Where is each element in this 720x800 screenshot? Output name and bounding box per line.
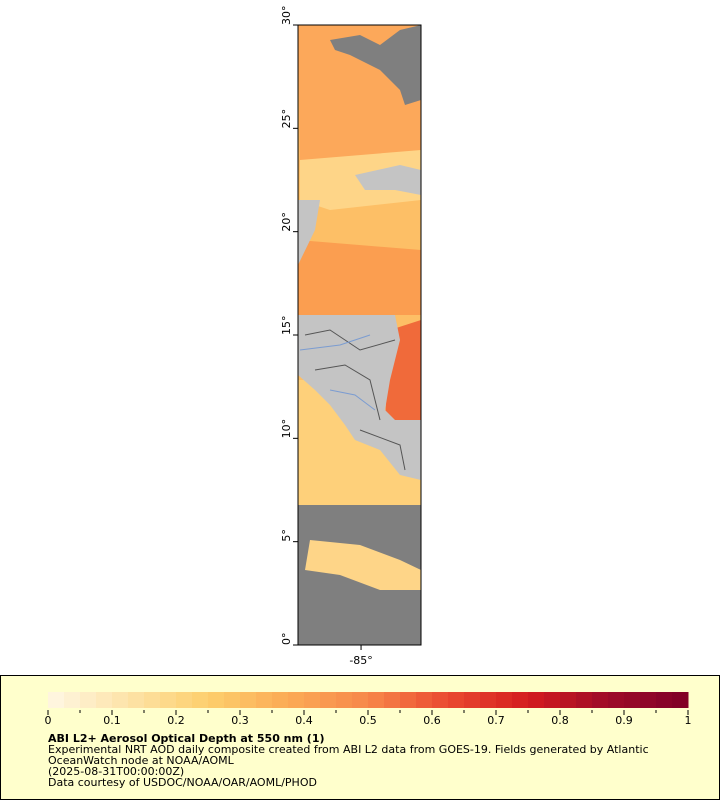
land xyxy=(298,315,421,480)
color-swatch xyxy=(624,692,641,708)
aod-field xyxy=(305,540,421,590)
color-swatch xyxy=(240,692,257,708)
color-swatch xyxy=(560,692,577,708)
map-image xyxy=(297,24,422,646)
color-swatch xyxy=(544,692,561,708)
colorbar-tick-label: 0.1 xyxy=(103,714,121,727)
color-swatch xyxy=(80,692,97,708)
borders xyxy=(304,329,406,471)
color-swatch xyxy=(528,692,545,708)
y-tick-label: 10° xyxy=(280,419,293,439)
color-swatch xyxy=(512,692,529,708)
colorbar-tick-label: 0.8 xyxy=(551,714,569,727)
color-swatch xyxy=(144,692,161,708)
color-swatch xyxy=(592,692,609,708)
colorbar-tick-label: 1 xyxy=(685,714,692,727)
color-swatch xyxy=(64,692,81,708)
colorbar-tick-label: 0.5 xyxy=(359,714,377,727)
color-swatch xyxy=(352,692,369,708)
rivers xyxy=(299,334,376,411)
color-swatch xyxy=(48,692,65,708)
color-swatch xyxy=(128,692,145,708)
color-swatch xyxy=(464,692,481,708)
legend-line: Experimental NRT AOD daily composite cre… xyxy=(48,743,649,756)
legend-line: OceanWatch node at NOAA/AOML xyxy=(48,754,235,767)
colorbar: 0 0.1 0.2 0.3 0.4 0.5 0.6 0.7 0.8 0.9 1 xyxy=(45,692,692,727)
y-tick-label: 30° xyxy=(280,6,293,26)
color-swatch xyxy=(656,692,673,708)
y-tick-label: 5° xyxy=(280,529,293,542)
color-swatch xyxy=(288,692,305,708)
colorbar-tick-label: 0.4 xyxy=(295,714,313,727)
color-swatch xyxy=(224,692,241,708)
color-swatch xyxy=(480,692,497,708)
color-swatch xyxy=(448,692,465,708)
color-swatch xyxy=(368,692,385,708)
colorbar-tick-label: 0.3 xyxy=(231,714,249,727)
land-nodata xyxy=(330,25,421,105)
color-swatch xyxy=(208,692,225,708)
color-swatch xyxy=(640,692,657,708)
color-swatch xyxy=(272,692,289,708)
y-tick-label: 0° xyxy=(280,633,293,646)
color-swatch xyxy=(256,692,273,708)
legend-line: (2025-08-31T00:00:00Z) xyxy=(48,765,184,778)
y-tick-label: 15° xyxy=(280,316,293,336)
color-swatch xyxy=(320,692,337,708)
legend-line: Data courtesy of USDOC/NOAA/OAR/AOML/PHO… xyxy=(48,776,317,789)
color-swatch xyxy=(672,692,689,708)
colorbar-tick-label: 0.7 xyxy=(487,714,505,727)
colorbar-tick-label: 0.6 xyxy=(423,714,441,727)
color-swatch xyxy=(416,692,433,708)
color-swatch xyxy=(608,692,625,708)
aod-field xyxy=(298,240,421,315)
color-swatch xyxy=(400,692,417,708)
color-swatch xyxy=(176,692,193,708)
land xyxy=(298,200,320,265)
color-swatch xyxy=(96,692,113,708)
legend-title: ABI L2+ Aerosol Optical Depth at 550 nm … xyxy=(48,732,325,745)
colorbar-tick-label: 0.9 xyxy=(615,714,633,727)
color-swatch xyxy=(576,692,593,708)
colorbar-tick-label: 0.2 xyxy=(167,714,185,727)
color-swatch xyxy=(112,692,129,708)
color-swatch xyxy=(432,692,449,708)
color-swatch xyxy=(160,692,177,708)
color-swatch xyxy=(192,692,209,708)
axes: 0° 5° 10° 15° 20° 25° 30° -85° xyxy=(280,6,373,668)
color-swatch xyxy=(336,692,353,708)
color-swatch xyxy=(304,692,321,708)
y-tick-label: 25° xyxy=(280,109,293,129)
color-swatch xyxy=(496,692,513,708)
land xyxy=(355,165,421,195)
x-tick-label: -85° xyxy=(349,654,372,667)
color-swatch xyxy=(384,692,401,708)
y-tick-label: 20° xyxy=(280,212,293,232)
colorbar-tick-label: 0 xyxy=(45,714,52,727)
